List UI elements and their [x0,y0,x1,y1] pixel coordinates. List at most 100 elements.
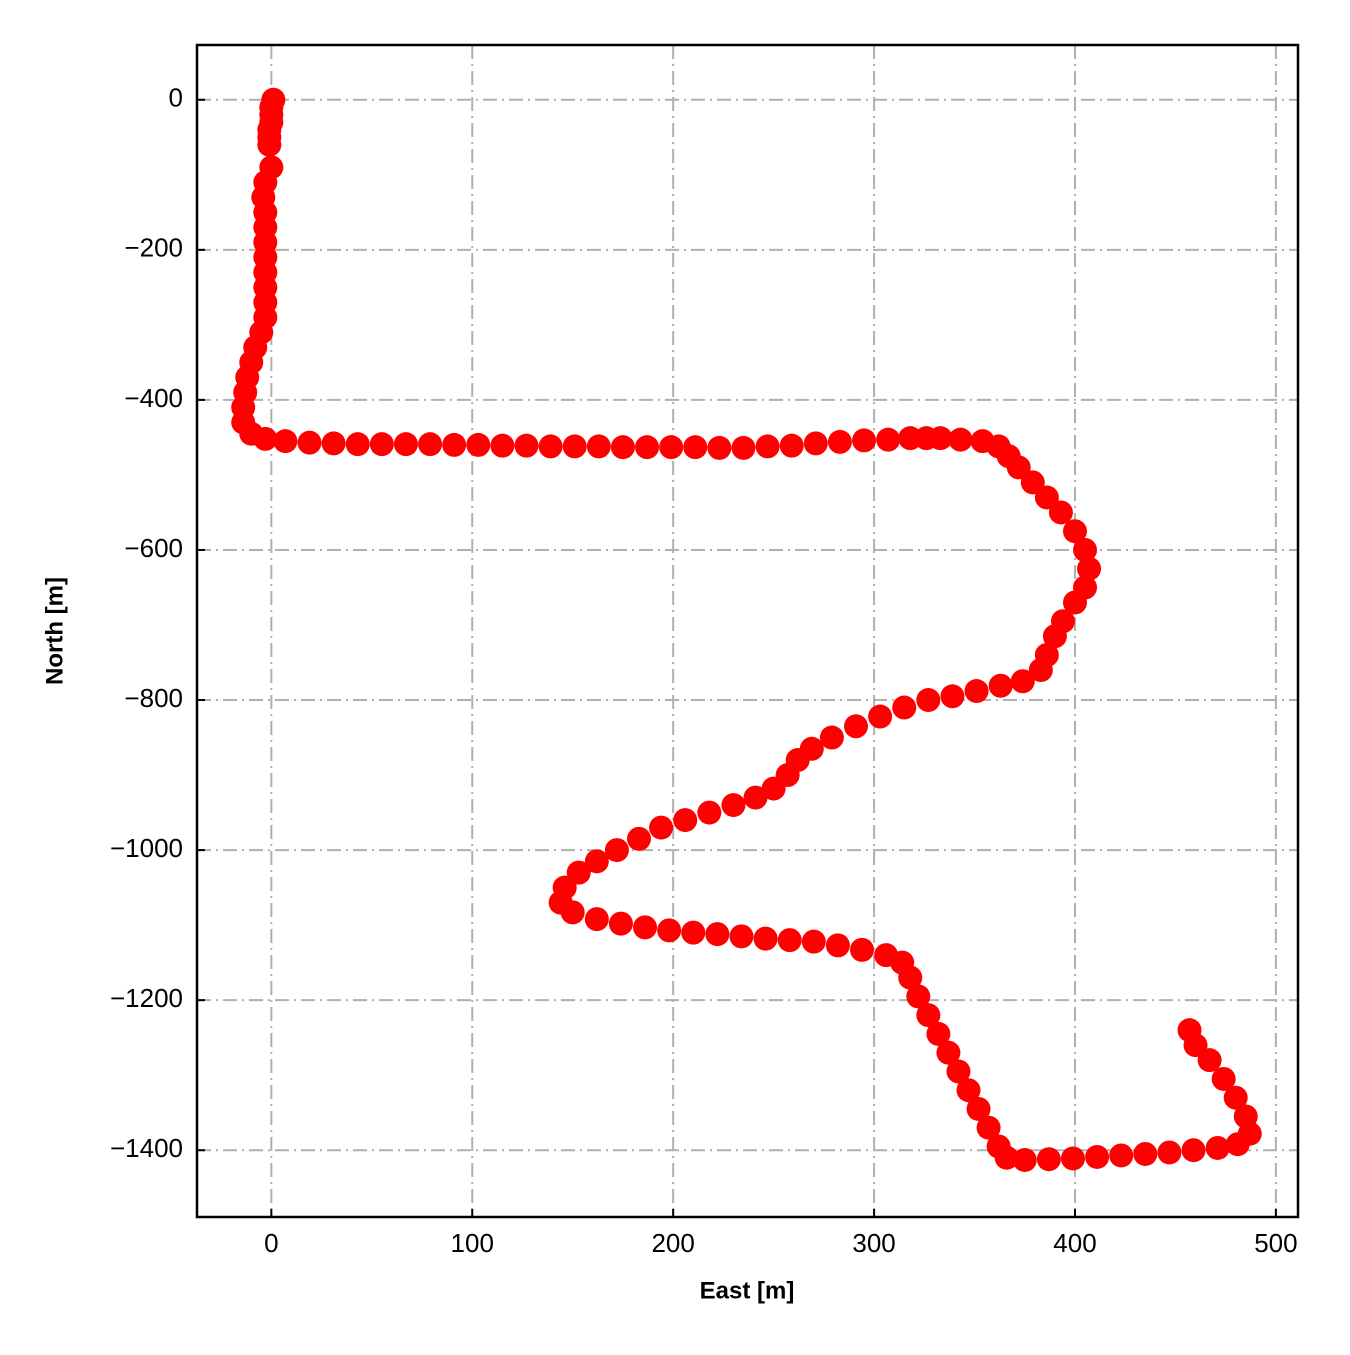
point [936,1040,961,1065]
y-tick-label: 0 [169,83,183,113]
point [627,826,652,851]
point [1042,624,1067,649]
point [1177,1018,1202,1043]
point [964,679,989,704]
point [418,432,443,457]
y-tick-label: −600 [124,533,183,563]
point [683,435,708,460]
y-axis-label: North [m] [41,577,68,685]
point [1133,1141,1158,1166]
point [608,911,633,936]
point [442,432,467,457]
point [1010,669,1035,694]
point [906,984,931,1009]
point [1006,455,1031,480]
point [566,860,591,885]
point [956,1078,981,1103]
point [948,427,973,452]
point [1223,1085,1248,1110]
point [843,714,868,739]
point [743,785,768,810]
point [584,849,609,874]
x-tick-label: 100 [451,1228,494,1258]
point [876,427,901,452]
point [976,1115,1001,1140]
point [731,435,756,460]
point [1020,470,1045,495]
point [1073,537,1098,562]
point [649,815,674,840]
point [1028,658,1053,683]
point [538,434,563,459]
point [988,673,1013,698]
point [777,928,802,953]
point [801,929,826,954]
point [697,800,722,825]
point [850,937,875,962]
point [940,684,965,709]
point [966,1096,991,1121]
point [635,435,660,460]
x-tick-label: 200 [651,1228,694,1258]
point [345,432,370,457]
point [1233,1104,1258,1129]
point [755,434,780,459]
point [852,428,877,453]
point [1157,1140,1182,1165]
point [705,922,730,947]
point [946,1059,971,1084]
point [1077,556,1102,581]
point [1181,1138,1206,1163]
point [868,704,893,729]
point [273,429,298,454]
x-tick-label: 400 [1053,1228,1096,1258]
point [707,435,732,460]
point [1211,1066,1236,1091]
point [994,1145,1019,1170]
point [562,434,587,459]
point [898,965,923,990]
point [1060,1146,1085,1171]
y-tick-label: −200 [124,233,183,263]
point [761,776,786,801]
point [560,900,585,925]
point [819,725,844,750]
point [1109,1143,1134,1168]
point [928,426,953,451]
point [369,432,394,457]
point [586,434,611,459]
y-tick-label: −800 [124,683,183,713]
y-tick-label: −1000 [110,833,183,863]
point [490,433,515,458]
y-tick-label: −1200 [110,983,183,1013]
y-tick-label: −400 [124,383,183,413]
x-tick-label: 300 [852,1228,895,1258]
point [803,431,828,456]
point [1034,485,1059,510]
point [1205,1135,1230,1160]
point [892,695,917,720]
x-tick-label: 0 [264,1228,278,1258]
plot-frame [195,43,1300,1219]
point [779,433,804,458]
x-tick-label: 500 [1254,1228,1297,1258]
point [916,688,941,713]
point [1036,1147,1061,1172]
point [584,907,609,932]
y-tick-label: −1400 [110,1133,183,1163]
point [321,431,346,456]
point [657,918,682,943]
point [916,1003,941,1028]
point [659,435,684,460]
point [1062,590,1087,615]
point [257,132,282,157]
point [633,915,658,940]
point [729,924,754,949]
point [673,808,698,833]
point [514,433,539,458]
point [1085,1144,1110,1169]
point [1012,1147,1037,1172]
point [253,426,278,451]
point [1197,1048,1222,1073]
